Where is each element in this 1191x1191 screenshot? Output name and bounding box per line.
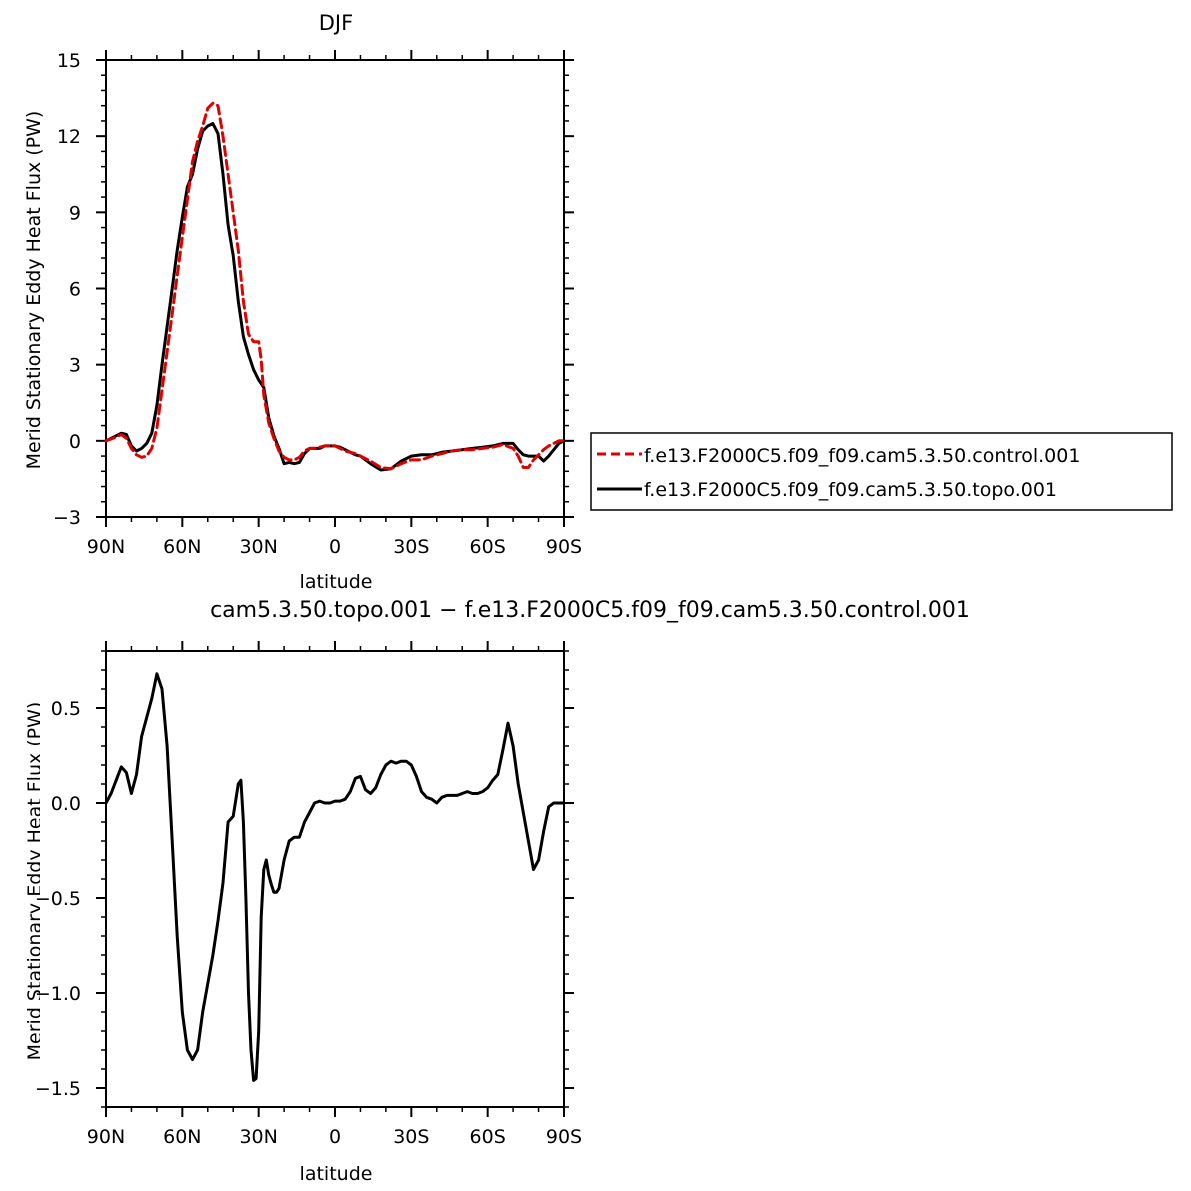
x-tick-label: 90S — [546, 1126, 582, 1148]
y-tick-label: 0.5 — [51, 698, 81, 720]
legend-label-topo: f.e13.F2000C5.f09_f09.cam5.3.50.topo.001 — [644, 479, 1057, 501]
y-tick-label: 12 — [57, 126, 81, 148]
top-chart-xlabel: latitude — [300, 571, 373, 593]
top-chart-panel: DJF −3 0 3 6 9 12 15 90N 60N 30N 0 30S 60S 90S latit… — [23, 11, 582, 593]
bottom-chart-x-tick-labels: 90N 60N 30N 0 30S 60S 90S — [87, 1126, 582, 1148]
top-chart-series — [104, 101, 566, 472]
top-chart-ylabel: Merid Stationary Eddy Heat Flux (PW) — [23, 111, 45, 470]
bottom-chart-panel: cam5.3.50.topo.001 − f.e13.F2000C5.f09_f… — [24, 598, 970, 1185]
y-tick-label: 3 — [69, 355, 81, 377]
y-tick-label: 0.0 — [51, 793, 81, 815]
x-tick-label: 30N — [239, 1126, 277, 1148]
difference-series-line — [104, 672, 566, 1082]
x-tick-label: 60S — [470, 536, 506, 558]
x-tick-label: 60S — [470, 1126, 506, 1148]
y-tick-label: −3 — [53, 507, 81, 529]
bottom-chart-ticks — [96, 641, 574, 1117]
top-chart-x-tick-labels: 90N 60N 30N 0 30S 60S 90S — [87, 536, 582, 558]
x-tick-label: 30S — [393, 1126, 429, 1148]
y-tick-label: −1.0 — [35, 983, 81, 1005]
legend: f.e13.F2000C5.f09_f09.cam5.3.50.control.… — [590, 432, 1173, 511]
bottom-chart-title: cam5.3.50.topo.001 − f.e13.F2000C5.f09_f… — [210, 598, 970, 623]
bottom-chart-ylabel-clip: Merid Stationary Eddy Heat Flux (PW) — [24, 702, 46, 1061]
bottom-chart-series — [104, 672, 566, 1082]
top-chart-ticks — [96, 50, 574, 527]
x-tick-label: 90N — [87, 536, 125, 558]
x-tick-label: 90N — [87, 1126, 125, 1148]
x-tick-label: 30N — [239, 536, 277, 558]
y-tick-label: 6 — [69, 279, 81, 301]
x-tick-label: 60N — [163, 536, 201, 558]
top-chart-title: DJF — [319, 11, 353, 35]
series-line-control — [104, 101, 566, 471]
bottom-chart-ylabel: Merid Stationary Eddy Heat Flux (PW) — [24, 702, 46, 1061]
bottom-chart-xlabel: latitude — [300, 1163, 373, 1185]
x-tick-label: 90S — [546, 536, 582, 558]
x-tick-label: 0 — [329, 536, 341, 558]
y-tick-label: −1.5 — [35, 1078, 81, 1100]
legend-box — [590, 432, 1173, 511]
y-tick-label: 9 — [69, 202, 81, 224]
bottom-chart-y-tick-labels: −1.5 −1.0 −0.5 0.0 0.5 — [35, 698, 81, 1100]
y-tick-label: 0 — [69, 431, 81, 453]
x-tick-label: 0 — [329, 1126, 341, 1148]
x-tick-label: 60N — [163, 1126, 201, 1148]
y-tick-label: −0.5 — [35, 888, 81, 910]
y-tick-label: 15 — [57, 50, 81, 72]
legend-label-control: f.e13.F2000C5.f09_f09.cam5.3.50.control.… — [644, 445, 1080, 467]
x-tick-label: 30S — [393, 536, 429, 558]
top-chart-y-tick-labels: −3 0 3 6 9 12 15 — [53, 50, 81, 529]
